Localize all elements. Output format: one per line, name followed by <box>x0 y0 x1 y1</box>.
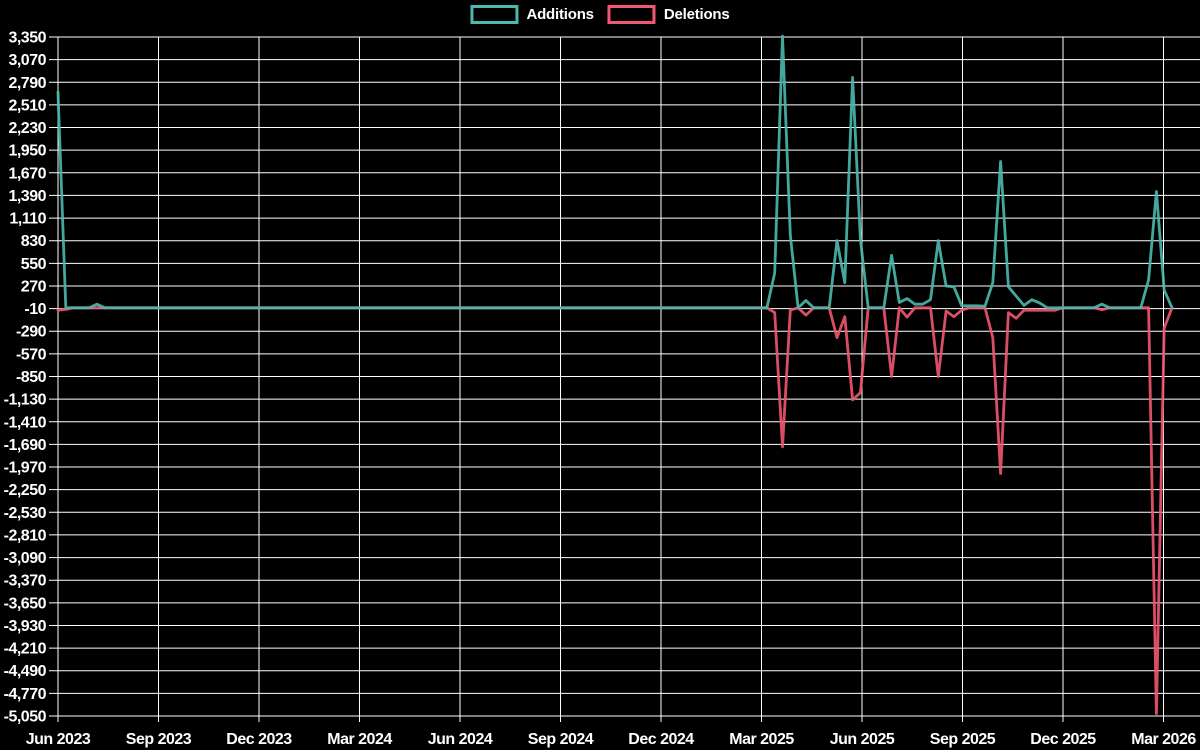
axis-tick-label: Jun 2025 <box>830 731 895 748</box>
axis-tick-label: Mar 2026 <box>1131 731 1196 748</box>
axis-tick-label: -1,130 <box>4 392 47 409</box>
legend-label-additions: Additions <box>526 6 594 23</box>
grid-lines <box>49 36 1200 722</box>
axis-tick-label: 1,390 <box>8 188 46 205</box>
chart-legend: Additions Deletions <box>470 5 730 24</box>
axis-tick-label: 830 <box>21 233 47 250</box>
x-axis-labels: Jun 2023 Sep 2023 Dec 2023 Mar 2024 Jun 2024… <box>26 731 1197 748</box>
axis-tick-label: -850 <box>16 369 47 386</box>
legend-item-deletions[interactable]: Deletions <box>607 5 730 24</box>
axis-tick-label: Dec 2025 <box>1030 731 1096 748</box>
axis-tick-label: 3,350 <box>8 30 46 47</box>
legend-label-deletions: Deletions <box>663 6 730 23</box>
axis-tick-label: -1,690 <box>4 437 47 454</box>
axis-tick-label: 2,790 <box>8 75 46 92</box>
axis-tick-label: -290 <box>16 324 47 341</box>
axis-tick-label: -4,490 <box>4 663 47 680</box>
axis-tick-label: Sep 2024 <box>528 731 594 748</box>
axis-tick-label: Mar 2025 <box>729 731 794 748</box>
axis-tick-label: Sep 2025 <box>930 731 996 748</box>
axis-tick-label: -2,810 <box>4 527 47 544</box>
axis-tick-label: -1,410 <box>4 414 47 431</box>
deletions-swatch-icon <box>607 5 656 24</box>
axis-tick-label: -4,770 <box>4 686 47 703</box>
additions-line <box>56 34 1174 310</box>
axis-tick-label: -2,250 <box>4 482 47 499</box>
axis-tick-label: -3,370 <box>4 573 47 590</box>
axis-tick-label: 1,950 <box>8 143 46 160</box>
axis-tick-label: 550 <box>21 256 47 273</box>
axis-tick-label: Sep 2023 <box>126 731 192 748</box>
axis-tick-label: 270 <box>21 278 47 295</box>
axis-tick-label: -3,930 <box>4 618 47 635</box>
axis-tick-label: Jun 2023 <box>26 731 91 748</box>
axis-tick-label: Dec 2024 <box>628 731 694 748</box>
axis-tick-label: Dec 2023 <box>226 731 292 748</box>
axis-tick-label: -5,050 <box>4 709 47 726</box>
additions-swatch-icon <box>470 5 519 24</box>
axis-tick-label: -1,970 <box>4 460 47 477</box>
axis-tick-label: 1,670 <box>8 165 46 182</box>
axis-tick-label: -4,210 <box>4 641 47 658</box>
axis-tick-label: -3,090 <box>4 550 47 567</box>
axis-tick-label: -10 <box>24 301 46 318</box>
axis-tick-label: -2,530 <box>4 505 47 522</box>
axis-tick-label: -570 <box>16 346 47 363</box>
axis-tick-label: 2,230 <box>8 120 46 137</box>
deletions-line <box>56 306 1174 715</box>
axis-tick-label: Jun 2024 <box>428 731 493 748</box>
axis-tick-label: 3,070 <box>8 52 46 69</box>
axis-tick-label: -3,650 <box>4 595 47 612</box>
y-axis-labels: 3,350 3,070 2,790 2,510 2,230 1,950 1,670 1,390… <box>4 30 47 726</box>
legend-item-additions[interactable]: Additions <box>470 5 594 24</box>
axis-tick-label: 1,110 <box>9 211 46 228</box>
axis-tick-label: Mar 2024 <box>327 731 392 748</box>
axis-tick-label: 2,510 <box>8 97 46 114</box>
